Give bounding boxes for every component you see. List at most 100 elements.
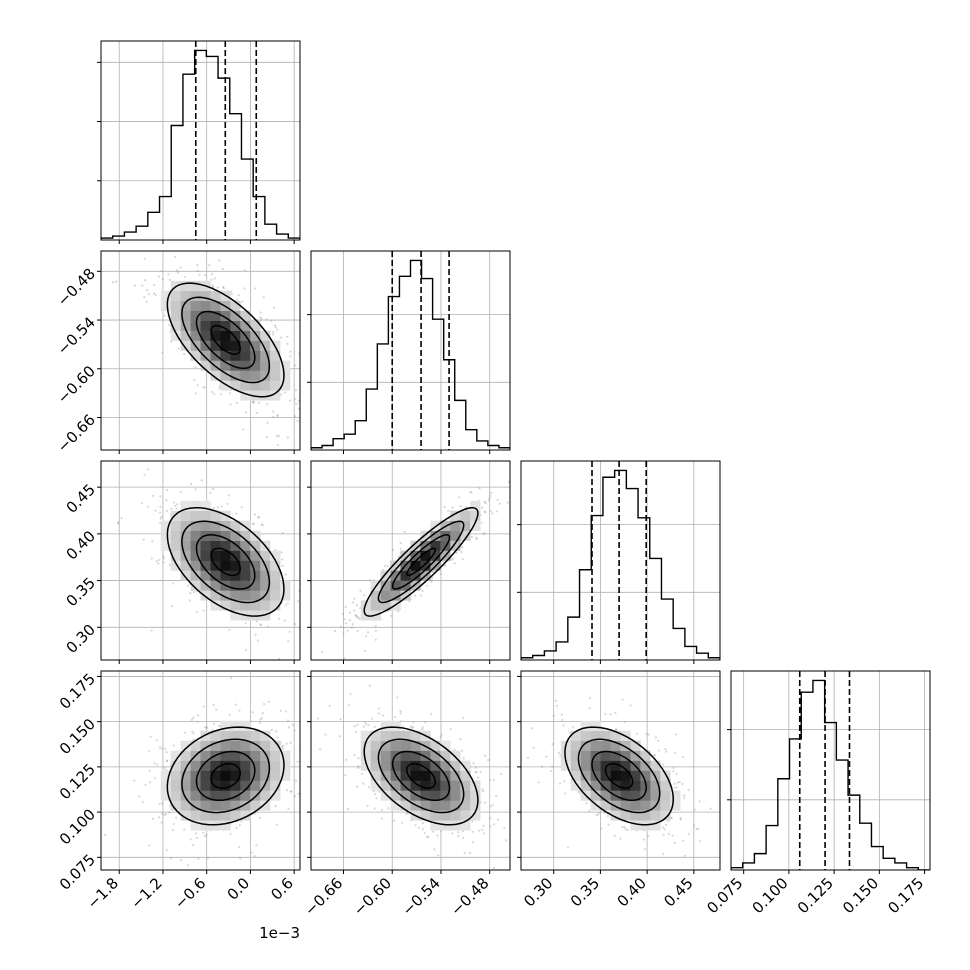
density-cell: [390, 740, 401, 751]
sample-point: [357, 757, 360, 760]
sample-point: [604, 713, 607, 716]
sample-point: [277, 657, 281, 660]
sample-point: [281, 747, 284, 750]
sample-point: [291, 724, 294, 727]
density-cell: [260, 730, 271, 741]
density-cell: [400, 740, 411, 751]
sample-point: [286, 436, 290, 439]
density-cell: [230, 740, 241, 751]
density-cell: [430, 790, 441, 801]
density-cell: [230, 520, 241, 531]
sample-point: [226, 502, 229, 506]
sample-point: [675, 786, 678, 789]
density-cell: [650, 770, 661, 781]
density-cell: [600, 780, 611, 791]
density-cell: [640, 800, 651, 811]
sample-point: [252, 400, 255, 403]
y-tick-label: 0.40: [63, 527, 99, 563]
density-cell: [230, 810, 241, 821]
density-cell: [190, 540, 201, 551]
sample-point: [189, 482, 193, 486]
sample-point: [168, 564, 172, 567]
density-cell: [210, 730, 221, 741]
sample-point: [155, 560, 158, 563]
sample-point: [215, 708, 218, 711]
sample-point: [211, 728, 214, 732]
sample-point: [461, 749, 464, 752]
sample-point: [280, 336, 283, 339]
density-cell: [470, 520, 481, 531]
sample-point: [196, 720, 199, 723]
contour-line: [391, 750, 451, 802]
sample-point: [133, 284, 137, 287]
density-cell: [170, 330, 181, 341]
density-cell: [620, 760, 631, 771]
density-cell: [190, 790, 201, 801]
density-cell: [410, 790, 421, 801]
x-tick-label: −1.2: [127, 874, 165, 912]
sample-point: [162, 556, 165, 560]
sample-point: [275, 823, 278, 826]
sample-point: [205, 726, 208, 730]
x-tick-label: 0.150: [839, 874, 882, 917]
density-cell: [410, 560, 421, 571]
sample-point: [221, 285, 225, 288]
y-tick-label: −0.54: [54, 313, 99, 358]
sample-point: [354, 614, 357, 617]
density-cell: [440, 800, 451, 811]
density-cell: [190, 780, 201, 791]
sample-point: [457, 496, 461, 499]
density-cell: [470, 500, 481, 512]
sample-point: [293, 622, 297, 626]
density-cell: [170, 800, 181, 811]
sample-point: [274, 805, 277, 808]
density-cell: [220, 340, 231, 351]
density-cell: [270, 780, 281, 791]
density-cell: [190, 290, 201, 302]
sample-point: [196, 269, 199, 272]
x-tick-label: 0.45: [660, 874, 696, 910]
density-cell: [220, 370, 231, 381]
sample-point: [481, 828, 484, 831]
density-cell: [180, 540, 191, 551]
density-cell: [270, 580, 281, 591]
sample-point: [673, 782, 676, 785]
sample-point: [259, 311, 262, 314]
sample-point: [296, 419, 299, 423]
sample-point: [619, 837, 622, 840]
density-cell: [190, 520, 201, 531]
sample-point: [421, 728, 424, 731]
density-cell: [200, 320, 211, 331]
sample-point: [483, 500, 486, 503]
sample-point: [489, 805, 492, 808]
density-cell: [210, 510, 221, 521]
density-cell: [410, 540, 421, 551]
density-cell: [260, 340, 271, 351]
sample-point: [157, 275, 161, 278]
sample-point: [516, 466, 518, 468]
sample-point: [405, 812, 408, 816]
sample-point: [150, 557, 153, 560]
sample-point: [353, 725, 356, 728]
sample-point: [137, 451, 139, 453]
sample-point: [158, 746, 162, 749]
density-cell: [230, 530, 241, 541]
density-cell: [210, 800, 221, 811]
density-cell: [260, 580, 271, 591]
density-cell: [580, 750, 591, 761]
sample-point: [342, 657, 346, 660]
density-cell: [160, 300, 171, 311]
density-cell: [220, 790, 231, 801]
density-cell: [570, 780, 581, 791]
sample-point: [155, 739, 158, 742]
sample-point: [421, 828, 424, 831]
sample-point: [252, 522, 256, 526]
density-cell: [200, 770, 211, 781]
density-cell: [180, 330, 191, 341]
density-cell: [450, 820, 461, 831]
density-cell: [230, 300, 241, 311]
density-cell: [250, 360, 261, 371]
sample-point: [492, 866, 496, 870]
density-cell: [610, 770, 621, 781]
sample-point: [577, 791, 580, 794]
